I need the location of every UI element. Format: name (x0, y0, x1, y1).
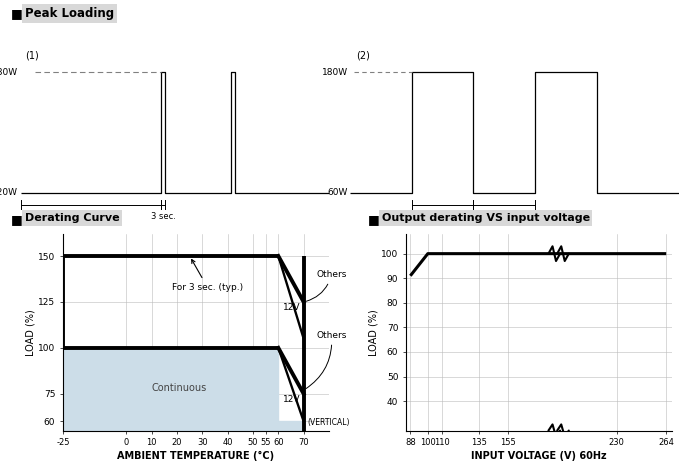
X-axis label: INPUT VOLTAGE (V) 60Hz: INPUT VOLTAGE (V) 60Hz (471, 451, 607, 461)
Text: 15 sec.: 15 sec. (428, 212, 458, 221)
Text: 3 sec.: 3 sec. (150, 212, 176, 221)
Text: Others: Others (306, 330, 346, 388)
Text: Output derating VS input voltage: Output derating VS input voltage (382, 213, 589, 223)
Text: 180W: 180W (0, 68, 18, 77)
Text: Others: Others (307, 270, 346, 301)
Text: 12V: 12V (284, 395, 301, 404)
X-axis label: AMBIENT TEMPERATURE (°C): AMBIENT TEMPERATURE (°C) (118, 451, 274, 461)
Text: (2): (2) (356, 51, 370, 60)
Text: 100 sec.: 100 sec. (74, 212, 108, 221)
Text: ■: ■ (10, 7, 22, 20)
Text: (1): (1) (25, 51, 39, 60)
Text: Derating Curve: Derating Curve (25, 213, 119, 223)
Text: 180W: 180W (322, 68, 348, 77)
Text: ■: ■ (10, 213, 22, 226)
Text: 120W: 120W (0, 188, 18, 197)
Y-axis label: LOAD (%): LOAD (%) (25, 309, 35, 356)
Text: (VERTICAL): (VERTICAL) (307, 418, 350, 427)
Text: Peak Loading: Peak Loading (25, 7, 113, 20)
Text: Continuous: Continuous (152, 383, 207, 393)
Text: 60W: 60W (328, 188, 348, 197)
Text: 3 sec.: 3 sec. (492, 212, 517, 221)
Text: 12V: 12V (284, 303, 301, 312)
Y-axis label: LOAD (%): LOAD (%) (368, 309, 378, 356)
Text: For 3 sec. (typ.): For 3 sec. (typ.) (172, 260, 243, 292)
Polygon shape (63, 348, 304, 431)
Text: ■: ■ (368, 213, 379, 226)
